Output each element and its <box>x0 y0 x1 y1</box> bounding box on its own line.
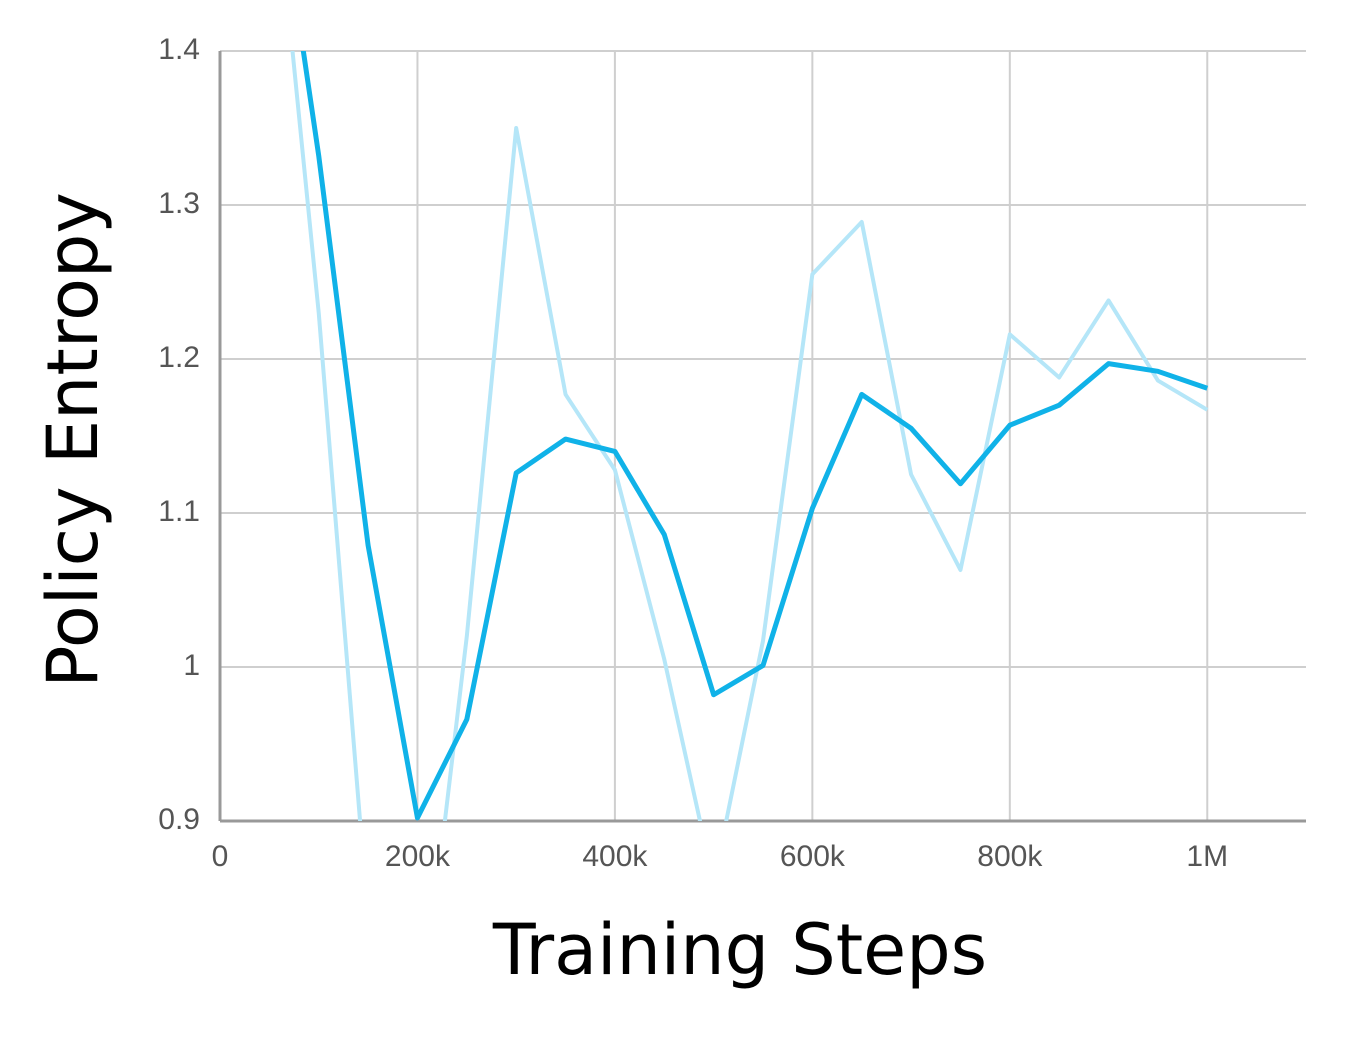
plot-area <box>290 51 1209 821</box>
x-tick-label: 600k <box>780 840 846 873</box>
y-tick-label: 1 <box>183 649 200 682</box>
x-axis-title: Training Steps <box>492 909 987 991</box>
x-tick-label: 800k <box>977 840 1043 873</box>
y-tick-label: 1.3 <box>158 187 200 220</box>
y-tick-label: 1.4 <box>158 33 200 66</box>
y-tick-label: 1.1 <box>158 495 200 528</box>
y-tick-label: 1.2 <box>158 341 200 374</box>
data-line <box>290 51 1209 821</box>
x-tick-label: 0 <box>212 840 229 873</box>
x-tick-label: 200k <box>385 840 451 873</box>
y-axis-title: Policy Entropy <box>32 192 114 688</box>
y-tick-label: 0.9 <box>158 803 200 836</box>
x-tick-label: 400k <box>582 840 648 873</box>
x-tick-label: 1M <box>1186 840 1228 873</box>
data-line <box>300 51 1209 821</box>
